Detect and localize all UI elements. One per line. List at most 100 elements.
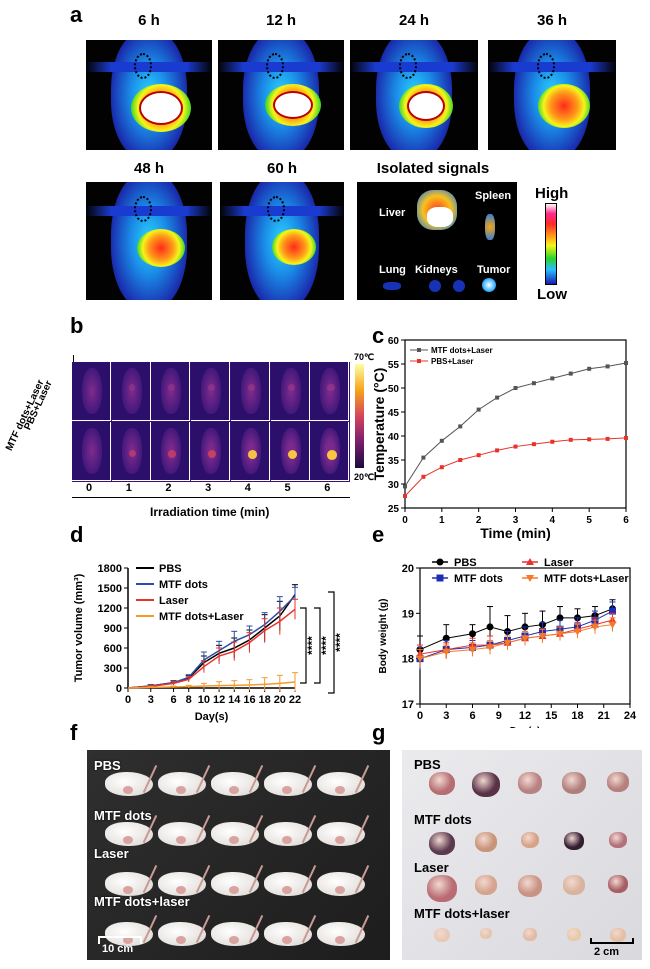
tumor-region-outline <box>536 53 555 80</box>
y-tick-label: 45 <box>388 408 400 419</box>
thermal-hotspot <box>128 450 136 458</box>
tumor-region-outline <box>267 196 286 223</box>
y-tick-label: 1200 <box>98 603 122 615</box>
tumor-site <box>176 886 186 894</box>
lung-signal <box>383 282 401 290</box>
data-point <box>605 364 610 369</box>
thermal-cell <box>151 422 191 481</box>
x-tick-label: 15 <box>545 710 557 722</box>
thermal-hotspot <box>247 384 255 392</box>
significance-stars: **** <box>319 636 333 655</box>
scalebar-g-label: 2 cm <box>594 946 620 958</box>
thermal-hotspot <box>208 384 216 391</box>
legend-label: MTF dots+Laser <box>431 346 493 355</box>
tumor-specimen <box>475 832 497 852</box>
x-tick-label: 4 <box>550 515 556 526</box>
thermal-image-grid <box>72 362 350 482</box>
tumor-site <box>335 936 345 944</box>
data-point <box>503 639 512 647</box>
tumor-site <box>176 836 186 844</box>
panel-b-time-tick: 6 <box>324 482 331 494</box>
thermal-cell <box>191 362 231 421</box>
x-axis-label: Day(s) <box>510 726 541 728</box>
group-label: PBS <box>414 757 441 772</box>
panel-d-letter: d <box>70 522 84 547</box>
data-point <box>486 623 494 631</box>
group-label: MTF dots+laser <box>94 894 190 909</box>
mice-photo <box>87 750 390 960</box>
panel-b-time-tick: 5 <box>284 482 291 494</box>
thermal-cell <box>270 362 310 421</box>
legend-label: PBS <box>159 563 182 575</box>
timepoint-label: 36 h <box>536 12 567 29</box>
series-line <box>127 608 296 689</box>
data-point <box>609 607 616 615</box>
organ-signal <box>137 229 185 268</box>
thermal-hotspot <box>208 450 217 459</box>
tumor-site <box>229 936 239 944</box>
tumor-site <box>335 886 345 894</box>
data-point <box>591 623 599 631</box>
scale-low-label: Low <box>537 286 567 303</box>
tumor-specimen <box>607 772 629 792</box>
tumor-specimen <box>518 772 542 794</box>
intensity-colorbar <box>545 203 557 285</box>
tumor-specimen <box>429 772 455 796</box>
data-point <box>416 655 424 663</box>
thermal-scale-bottom: 20℃ <box>354 472 375 482</box>
legend-label: PBS+Laser <box>431 357 473 366</box>
legend-marker <box>526 575 534 582</box>
data-point <box>521 635 529 643</box>
row-label-mtf-laser: MTF dots+Laser <box>4 378 47 453</box>
mouse-thermal-body <box>201 368 222 414</box>
thermal-hotspot <box>287 384 295 392</box>
data-point <box>458 424 463 429</box>
panel-b-time-tick: 0 <box>86 482 93 494</box>
thermal-hotspot <box>327 450 337 460</box>
timepoint-label: 6 h <box>138 12 160 29</box>
y-tick-label: 19 <box>402 608 414 620</box>
scalebar-g <box>590 938 634 944</box>
tumor-site <box>176 786 186 794</box>
legend-label: Laser <box>159 595 189 607</box>
data-point <box>568 437 573 442</box>
lung-label: Lung <box>379 264 406 276</box>
tumor-region-outline <box>133 53 152 80</box>
x-tick-label: 2 <box>476 515 482 526</box>
tumor-specimen <box>427 875 457 902</box>
series-line <box>419 608 613 651</box>
group-label: Laser <box>414 860 449 875</box>
x-tick-label: 3 <box>513 515 519 526</box>
fluorescence-image <box>86 182 212 300</box>
y-tick-label: 20 <box>402 563 414 575</box>
thermal-hotspot <box>168 384 176 391</box>
panel-b-time-tick: 1 <box>125 482 132 494</box>
x-tick-label: 6 <box>623 515 629 526</box>
significance-stars: **** <box>305 636 319 655</box>
spleen-label: Spleen <box>475 190 512 202</box>
tumor-region-outline <box>398 53 417 80</box>
timepoint-label: 12 h <box>265 12 296 29</box>
panel-f-letter: f <box>70 720 78 745</box>
tumor-specimen <box>608 875 628 893</box>
tumor-site <box>123 786 133 794</box>
series-line <box>127 681 296 689</box>
chart-e: 0 3 6 9 12 15 18 21 24 17 18 19 20 Day(s) Body weight … <box>378 557 637 728</box>
y-tick-label: 1800 <box>98 563 122 575</box>
y-axis-label: Tumor volume (mm³) <box>73 573 85 682</box>
y-tick-label: 17 <box>402 699 414 711</box>
y-tick-label: 40 <box>388 432 400 443</box>
thermal-hotspot <box>128 384 136 391</box>
y-tick-label: 30 <box>388 480 400 491</box>
group-label: MTF dots <box>94 808 152 823</box>
tumor-specimen <box>610 928 626 943</box>
x-tick-label: 22 <box>289 694 301 706</box>
tumor-specimen <box>518 875 542 897</box>
data-point <box>587 437 592 442</box>
tumor-site <box>176 936 186 944</box>
kidney-signal <box>453 280 465 292</box>
data-point <box>469 630 476 638</box>
y-tick-label: 0 <box>116 683 122 695</box>
thermal-cell <box>151 362 191 421</box>
